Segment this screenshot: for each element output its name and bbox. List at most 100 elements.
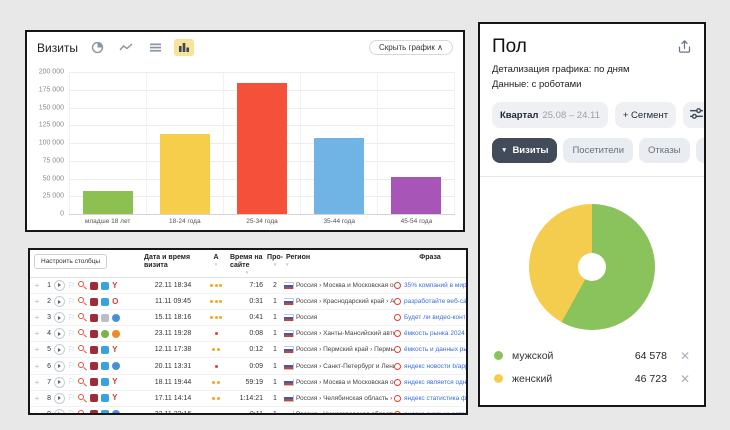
- table-row[interactable]: +1 ⚐ Y 22.11 18:34 7:16 2 Россия › Москва и Мо…: [30, 278, 466, 295]
- sort-icon[interactable]: ▾: [286, 262, 289, 269]
- phrase-link[interactable]: яндекс новости b/app cnfnbcnbrf li.ru: [404, 362, 466, 370]
- play-session-icon[interactable]: [54, 360, 65, 372]
- metric-tabs: ▼ Визиты Посетители Отказы Глу: [492, 138, 704, 164]
- favorite-flag-icon[interactable]: ⚐: [68, 344, 76, 354]
- pie-chart-icon[interactable]: [87, 39, 107, 56]
- column-header-5[interactable]: Регион ▾: [284, 254, 394, 269]
- favorite-flag-icon[interactable]: ⚐: [68, 409, 76, 415]
- tab-Визиты[interactable]: ▼ Визиты: [492, 138, 558, 164]
- region-cell: Россия › Москва и Московская область …: [284, 282, 394, 290]
- region-cell: Россия › Санкт-Петербург и Ленинград…: [284, 362, 394, 370]
- favorite-flag-icon[interactable]: ⚐: [68, 312, 76, 322]
- share-icon[interactable]: [677, 39, 692, 59]
- bar-25-34 года[interactable]: [236, 82, 288, 214]
- region-cell: Россия › Ханты-Мансийский автоном…: [284, 330, 394, 338]
- row-number: 3: [47, 314, 51, 322]
- period-button[interactable]: Квартал 25.08 – 24.11: [492, 102, 608, 129]
- table-row[interactable]: +3 ⚐ 15.11 18:16 0:41 1 Россия Будет ли видео-…: [30, 310, 466, 327]
- favorite-flag-icon[interactable]: ⚐: [68, 393, 76, 403]
- phrase-link[interactable]: ёмкость и данных рынков в россии список: [404, 346, 466, 354]
- column-header-4[interactable]: Про- ▾: [266, 254, 284, 269]
- stacked-chart-icon[interactable]: [145, 39, 165, 56]
- expand-row-icon[interactable]: +: [34, 409, 40, 415]
- table-row[interactable]: +8 ⚐ Y 17.11 14:14 1:14:21 1 Россия › Челябинс…: [30, 391, 466, 407]
- play-session-icon[interactable]: [54, 344, 65, 356]
- time-on-site: 59:19: [245, 378, 263, 386]
- row-number: 7: [47, 378, 51, 386]
- table-row[interactable]: +5 ⚐ Y 12.11 17:38 0:12 1 Россия › Пермский кр…: [30, 342, 466, 359]
- gender-donut-chart[interactable]: [529, 204, 655, 331]
- gender-panel-title: Пол: [492, 36, 527, 57]
- expand-row-icon[interactable]: +: [34, 281, 40, 291]
- region-text: Россия › Краснодарский край › Армавир: [296, 298, 394, 306]
- phrase-link[interactable]: ёмкость рынка 2024: [404, 330, 465, 338]
- legend-label: женский: [512, 372, 553, 385]
- phrase-link[interactable]: яндекс сколько сотрудников работает: [404, 410, 466, 415]
- x-axis-category-label: 45-54 года: [400, 218, 433, 225]
- expand-row-icon[interactable]: +: [34, 329, 40, 339]
- play-session-icon[interactable]: [54, 280, 65, 292]
- bar-column: [301, 72, 378, 214]
- play-session-icon[interactable]: [54, 376, 65, 388]
- sort-icon[interactable]: ▾: [214, 262, 218, 269]
- play-session-icon[interactable]: [54, 408, 65, 413]
- play-session-icon[interactable]: [54, 296, 65, 308]
- favorite-flag-icon[interactable]: ⚐: [68, 280, 76, 290]
- table-row[interactable]: +6 ⚐ 20.11 13:31 0:09 1 Россия › Санкт-Петерб…: [30, 358, 466, 375]
- bar-18-24 года[interactable]: [159, 133, 211, 214]
- search-engine-icon: [394, 298, 401, 306]
- expand-row-icon[interactable]: +: [34, 361, 40, 371]
- line-chart-icon[interactable]: [116, 39, 136, 56]
- column-header-6: Фраза: [394, 254, 466, 262]
- y-axis-tick-label: 175 000: [38, 86, 64, 94]
- phrase-link[interactable]: яндекс является одной из самых популярны…: [404, 378, 466, 386]
- favorite-flag-icon[interactable]: ⚐: [68, 296, 76, 306]
- bar-35-44 года[interactable]: [313, 138, 365, 214]
- time-on-site: 0:41: [249, 314, 263, 322]
- page-views: 1: [273, 378, 277, 386]
- visits-chart-header: Визиты Скрыть график ∧: [27, 32, 463, 56]
- favorite-flag-icon[interactable]: ⚐: [68, 377, 76, 387]
- phrase-cell: разработайте веб-сайт для публикации ста…: [394, 298, 466, 306]
- table-row[interactable]: +9 ⚐ 22.11 22:16 0:11 1 Россия › Нижегородска…: [30, 407, 466, 415]
- x-axis-category-label: 35-44 года: [323, 218, 355, 225]
- play-session-icon[interactable]: [54, 312, 65, 324]
- bar-45-54 года[interactable]: [390, 177, 442, 214]
- bar-chart-icon[interactable]: [174, 39, 195, 56]
- phrase-link[interactable]: Будет ли видео-контент востребован в 202…: [404, 314, 466, 322]
- column-header-2[interactable]: А ▾: [204, 254, 228, 269]
- favorite-flag-icon[interactable]: ⚐: [68, 361, 76, 371]
- tab-Глу[interactable]: Глу: [695, 138, 704, 164]
- table-row[interactable]: +2 ⚐ O 11.11 09:45 0:31 1 Россия › Краснодарск…: [30, 294, 466, 311]
- play-session-icon[interactable]: [54, 328, 65, 340]
- tab-Отказы[interactable]: Отказы: [639, 138, 690, 164]
- time-on-site: 0:31: [249, 298, 263, 306]
- bar-младше 18 лет[interactable]: [82, 191, 134, 214]
- tab-Посетители[interactable]: Посетители: [563, 138, 634, 164]
- play-session-icon[interactable]: [54, 392, 65, 404]
- remove-segment-icon[interactable]: ✕: [679, 371, 690, 386]
- add-segment-button[interactable]: + Сегмент: [614, 102, 677, 129]
- favorite-flag-icon[interactable]: ⚐: [68, 328, 76, 338]
- sort-icon[interactable]: ▾: [245, 270, 249, 277]
- configure-columns-button[interactable]: Настроить столбцы: [34, 254, 108, 269]
- phrase-link[interactable]: разработайте веб-сайт для публикации ста…: [404, 298, 466, 306]
- expand-row-icon[interactable]: +: [34, 345, 40, 355]
- phrase-link[interactable]: яндекс статистика фото услуг на 2024: [404, 394, 466, 402]
- region-text: Россия › Челябинская область › Челяб…: [296, 394, 394, 402]
- table-row[interactable]: +7 ⚐ Y 18.11 19:44 59:19 1 Россия › Москва и М…: [30, 375, 466, 391]
- expand-row-icon[interactable]: +: [34, 377, 40, 387]
- search-source-icon: [78, 377, 87, 387]
- remove-segment-icon[interactable]: ✕: [679, 348, 690, 363]
- phrase-link[interactable]: 35% компаний в мире уже используют искус…: [404, 282, 466, 290]
- tab-label: Посетители: [572, 145, 625, 157]
- column-header-3[interactable]: Время на сайте ▾: [228, 254, 266, 277]
- table-row[interactable]: +4 ⚐ 23.11 19:28 0:08 1 Россия › Ханты-Мансий…: [30, 326, 466, 343]
- hide-chart-button[interactable]: Скрыть график ∧: [369, 40, 453, 55]
- filters-button[interactable]: [683, 102, 704, 129]
- sort-icon[interactable]: ▾: [273, 262, 277, 269]
- expand-row-icon[interactable]: +: [34, 297, 40, 307]
- search-engine-icon: [394, 410, 401, 413]
- expand-row-icon[interactable]: +: [34, 393, 40, 403]
- expand-row-icon[interactable]: +: [34, 313, 40, 323]
